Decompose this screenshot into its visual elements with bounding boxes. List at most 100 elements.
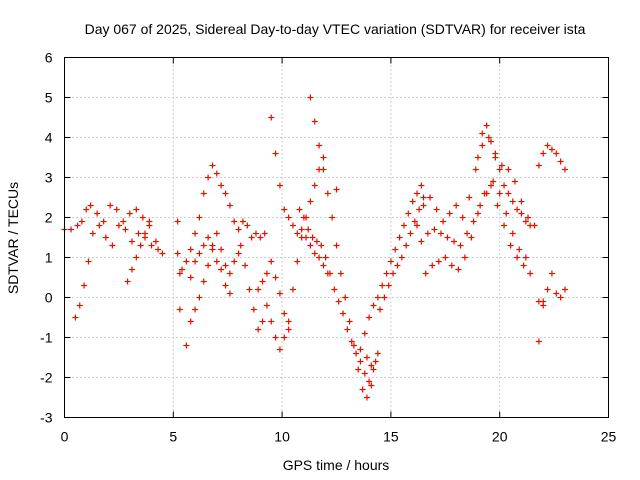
data-point [437, 230, 444, 237]
data-point [78, 218, 85, 225]
y-tick-label: 3 [45, 170, 53, 186]
data-point [344, 326, 351, 333]
data-point [133, 254, 140, 261]
data-point [285, 326, 292, 333]
series-arc-b [72, 222, 162, 321]
data-point [311, 118, 318, 125]
data-point [527, 222, 534, 229]
data-point [435, 258, 442, 265]
data-point [353, 350, 360, 357]
data-point [255, 326, 262, 333]
data-point [272, 150, 279, 157]
data-point [418, 182, 425, 189]
data-point [501, 222, 508, 229]
x-tick-labels: 0 5 10 15 20 25 [61, 429, 617, 445]
data-point [183, 258, 190, 265]
data-point [326, 270, 333, 277]
data-point [333, 186, 340, 193]
data-point [509, 198, 516, 205]
data-point [409, 198, 416, 205]
x-tick-label: 0 [61, 429, 69, 445]
data-point [416, 206, 423, 213]
series-arc-f [187, 234, 233, 297]
data-point [340, 310, 347, 317]
data-point [142, 230, 149, 237]
series-arc-s [535, 142, 568, 173]
data-point [405, 210, 412, 217]
data-point [176, 306, 183, 313]
data-point [392, 246, 399, 253]
data-point [285, 214, 292, 221]
data-point [520, 262, 527, 269]
data-point [76, 302, 83, 309]
y-tick-label: 2 [45, 210, 53, 226]
data-point [557, 158, 564, 165]
data-point [94, 210, 101, 217]
data-point [320, 166, 327, 173]
data-point [333, 242, 340, 249]
data-point [259, 318, 266, 325]
data-point [263, 270, 270, 277]
data-point [324, 190, 331, 197]
data-point [213, 170, 220, 177]
data-point [218, 182, 225, 189]
data-point [396, 234, 403, 241]
data-point [394, 262, 401, 269]
y-tick-label: -2 [40, 370, 53, 386]
data-point [276, 346, 283, 353]
data-point [196, 294, 203, 301]
data-point [128, 238, 135, 245]
data-point [87, 202, 94, 209]
data-point [479, 142, 486, 149]
data-point [553, 290, 560, 297]
data-point [235, 226, 242, 233]
data-point [200, 242, 207, 249]
data-point [276, 182, 283, 189]
y-tick-label: 6 [45, 50, 53, 66]
data-point [505, 190, 512, 197]
data-point [540, 298, 547, 305]
series-arc-m [357, 182, 425, 353]
data-point [322, 254, 329, 261]
data-point [100, 218, 107, 225]
data-point [498, 162, 505, 169]
data-point [548, 270, 555, 277]
data-point [309, 234, 316, 241]
data-point [383, 270, 390, 277]
data-point [83, 206, 90, 213]
data-point [146, 218, 153, 225]
data-point [318, 242, 325, 249]
data-point [440, 218, 447, 225]
data-point [176, 270, 183, 277]
data-point [355, 366, 362, 373]
data-point [496, 190, 503, 197]
data-point [268, 258, 275, 265]
y-axis-label: SDTVAR / TECUs [5, 182, 21, 294]
data-point [527, 270, 534, 277]
data-point [113, 206, 120, 213]
data-point [209, 162, 216, 169]
data-point [242, 262, 249, 269]
data-point [281, 206, 288, 213]
data-point [248, 234, 255, 241]
data-point [205, 262, 212, 269]
x-tick-label: 5 [169, 429, 177, 445]
y-tick-label: -1 [40, 330, 53, 346]
data-point [466, 194, 473, 201]
data-point [477, 202, 484, 209]
data-point [74, 222, 81, 229]
data-point [183, 342, 190, 349]
data-point [485, 134, 492, 141]
data-point [379, 282, 386, 289]
data-point [187, 274, 194, 281]
data-point [300, 214, 307, 221]
plot-frame [64, 57, 609, 418]
data-point [557, 294, 564, 301]
data-point [414, 190, 421, 197]
data-point [420, 202, 427, 209]
data-point [470, 218, 477, 225]
data-point [226, 270, 233, 277]
series-arc-l [296, 206, 381, 385]
data-point [192, 258, 199, 265]
series-arc-c [124, 218, 153, 285]
